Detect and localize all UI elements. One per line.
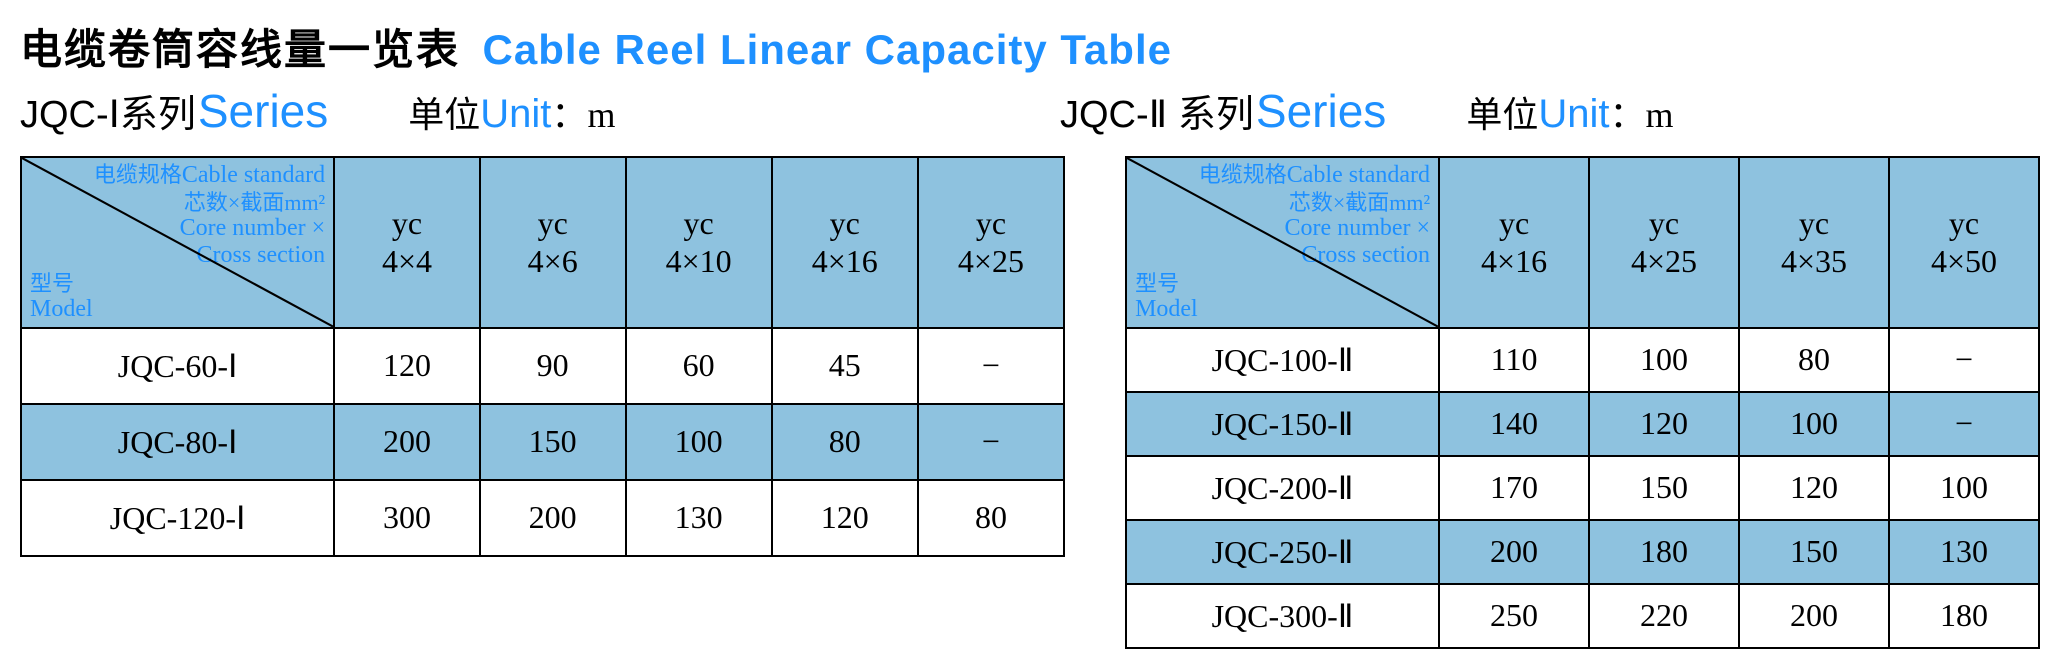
model-cell: JQC-300-Ⅱ <box>1126 584 1439 648</box>
value-cell: 150 <box>1739 520 1889 584</box>
diag-bottom-label: 型号Model <box>30 272 325 323</box>
value-cell: 200 <box>1739 584 1889 648</box>
column-header: yc4×10 <box>626 157 772 328</box>
value-cell: 120 <box>1739 456 1889 520</box>
value-cell: 45 <box>772 328 918 404</box>
column-header: yc4×16 <box>772 157 918 328</box>
capacity-table-2: 电缆规格Cable standard 芯数×截面mm² Core number … <box>1125 156 2040 649</box>
title-cn: 电缆卷筒容线量一览表 <box>20 28 460 74</box>
value-cell: 120 <box>1589 392 1739 456</box>
series1-unit: 单位Unit：m <box>408 86 615 138</box>
value-cell: 100 <box>1739 392 1889 456</box>
series1-block: JQC-Ⅰ系列 Series 单位Unit：m <box>20 83 1000 138</box>
diag-top-label: 电缆规格Cable standard 芯数×截面mm² Core number … <box>90 162 325 270</box>
value-cell: 170 <box>1439 456 1589 520</box>
value-cell: 100 <box>1589 328 1739 392</box>
value-cell: 180 <box>1889 584 2039 648</box>
model-cell: JQC-60-Ⅰ <box>21 328 334 404</box>
diagonal-header-cell: 电缆规格Cable standard 芯数×截面mm² Core number … <box>1126 157 1439 328</box>
table-header-row: 电缆规格Cable standard 芯数×截面mm² Core number … <box>1126 157 2039 328</box>
value-cell: 100 <box>1889 456 2039 520</box>
value-cell: 120 <box>772 480 918 556</box>
table-row: JQC-120-Ⅰ30020013012080 <box>21 480 1064 556</box>
table-row: JQC-250-Ⅱ200180150130 <box>1126 520 2039 584</box>
value-cell: 140 <box>1439 392 1589 456</box>
table-row: JQC-100-Ⅱ11010080− <box>1126 328 2039 392</box>
value-cell: 150 <box>1589 456 1739 520</box>
column-header: yc4×35 <box>1739 157 1889 328</box>
model-cell: JQC-120-Ⅰ <box>21 480 334 556</box>
value-cell: 200 <box>480 480 626 556</box>
series-header-row: JQC-Ⅰ系列 Series 单位Unit：m JQC-Ⅱ 系列 Series … <box>20 83 2040 138</box>
value-cell: 80 <box>772 404 918 480</box>
value-cell: 110 <box>1439 328 1589 392</box>
column-header: yc4×25 <box>1589 157 1739 328</box>
value-cell: 300 <box>334 480 480 556</box>
capacity-table-1: 电缆规格Cable standard 芯数×截面mm² Core number … <box>20 156 1065 557</box>
column-header: yc4×4 <box>334 157 480 328</box>
series2-block: JQC-Ⅱ 系列 Series 单位Unit：m <box>1060 83 2040 138</box>
title-en: Cable Reel Linear Capacity Table <box>483 26 1172 73</box>
value-cell: 250 <box>1439 584 1589 648</box>
series2-label-en: Series <box>1256 84 1386 138</box>
value-cell: 90 <box>480 328 626 404</box>
table-row: JQC-200-Ⅱ170150120100 <box>1126 456 2039 520</box>
value-cell: 180 <box>1589 520 1739 584</box>
table-row: JQC-60-Ⅰ120906045− <box>21 328 1064 404</box>
value-cell: 150 <box>480 404 626 480</box>
series2-label-cn: JQC-Ⅱ 系列 <box>1060 83 1254 138</box>
value-cell: 220 <box>1589 584 1739 648</box>
tables-row: 电缆规格Cable standard 芯数×截面mm² Core number … <box>20 156 2040 649</box>
series1-label-cn: JQC-Ⅰ系列 <box>20 83 196 138</box>
table1-head: 电缆规格Cable standard 芯数×截面mm² Core number … <box>21 157 1064 328</box>
series1-label-en: Series <box>198 84 328 138</box>
table-row: JQC-80-Ⅰ20015010080− <box>21 404 1064 480</box>
value-cell: 100 <box>626 404 772 480</box>
diag-bottom-label: 型号Model <box>1135 272 1430 323</box>
value-cell: 80 <box>918 480 1064 556</box>
model-cell: JQC-200-Ⅱ <box>1126 456 1439 520</box>
value-cell: − <box>1889 328 2039 392</box>
table-row: JQC-150-Ⅱ140120100− <box>1126 392 2039 456</box>
value-cell: 130 <box>1889 520 2039 584</box>
table-header-row: 电缆规格Cable standard 芯数×截面mm² Core number … <box>21 157 1064 328</box>
column-header: yc4×25 <box>918 157 1064 328</box>
value-cell: 200 <box>334 404 480 480</box>
column-header: yc4×6 <box>480 157 626 328</box>
model-cell: JQC-100-Ⅱ <box>1126 328 1439 392</box>
model-cell: JQC-150-Ⅱ <box>1126 392 1439 456</box>
table2-body: JQC-100-Ⅱ11010080−JQC-150-Ⅱ140120100−JQC… <box>1126 328 2039 648</box>
value-cell: 120 <box>334 328 480 404</box>
value-cell: 60 <box>626 328 772 404</box>
value-cell: 80 <box>1739 328 1889 392</box>
table-row: JQC-300-Ⅱ250220200180 <box>1126 584 2039 648</box>
table1-body: JQC-60-Ⅰ120906045−JQC-80-Ⅰ20015010080−JQ… <box>21 328 1064 556</box>
series2-unit: 单位Unit：m <box>1466 86 1673 138</box>
diagonal-header-cell: 电缆规格Cable standard 芯数×截面mm² Core number … <box>21 157 334 328</box>
page-title: 电缆卷筒容线量一览表 Cable Reel Linear Capacity Ta… <box>20 16 2040 77</box>
value-cell: 130 <box>626 480 772 556</box>
model-cell: JQC-80-Ⅰ <box>21 404 334 480</box>
value-cell: − <box>918 328 1064 404</box>
column-header: yc4×50 <box>1889 157 2039 328</box>
column-header: yc4×16 <box>1439 157 1589 328</box>
value-cell: 200 <box>1439 520 1589 584</box>
table2-head: 电缆规格Cable standard 芯数×截面mm² Core number … <box>1126 157 2039 328</box>
model-cell: JQC-250-Ⅱ <box>1126 520 1439 584</box>
diag-top-label: 电缆规格Cable standard 芯数×截面mm² Core number … <box>1195 162 1430 270</box>
value-cell: − <box>918 404 1064 480</box>
value-cell: − <box>1889 392 2039 456</box>
